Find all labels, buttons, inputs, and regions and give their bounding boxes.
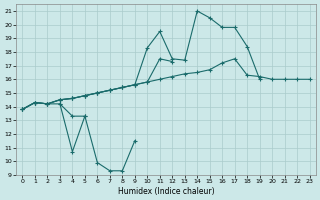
X-axis label: Humidex (Indice chaleur): Humidex (Indice chaleur) [118, 187, 214, 196]
